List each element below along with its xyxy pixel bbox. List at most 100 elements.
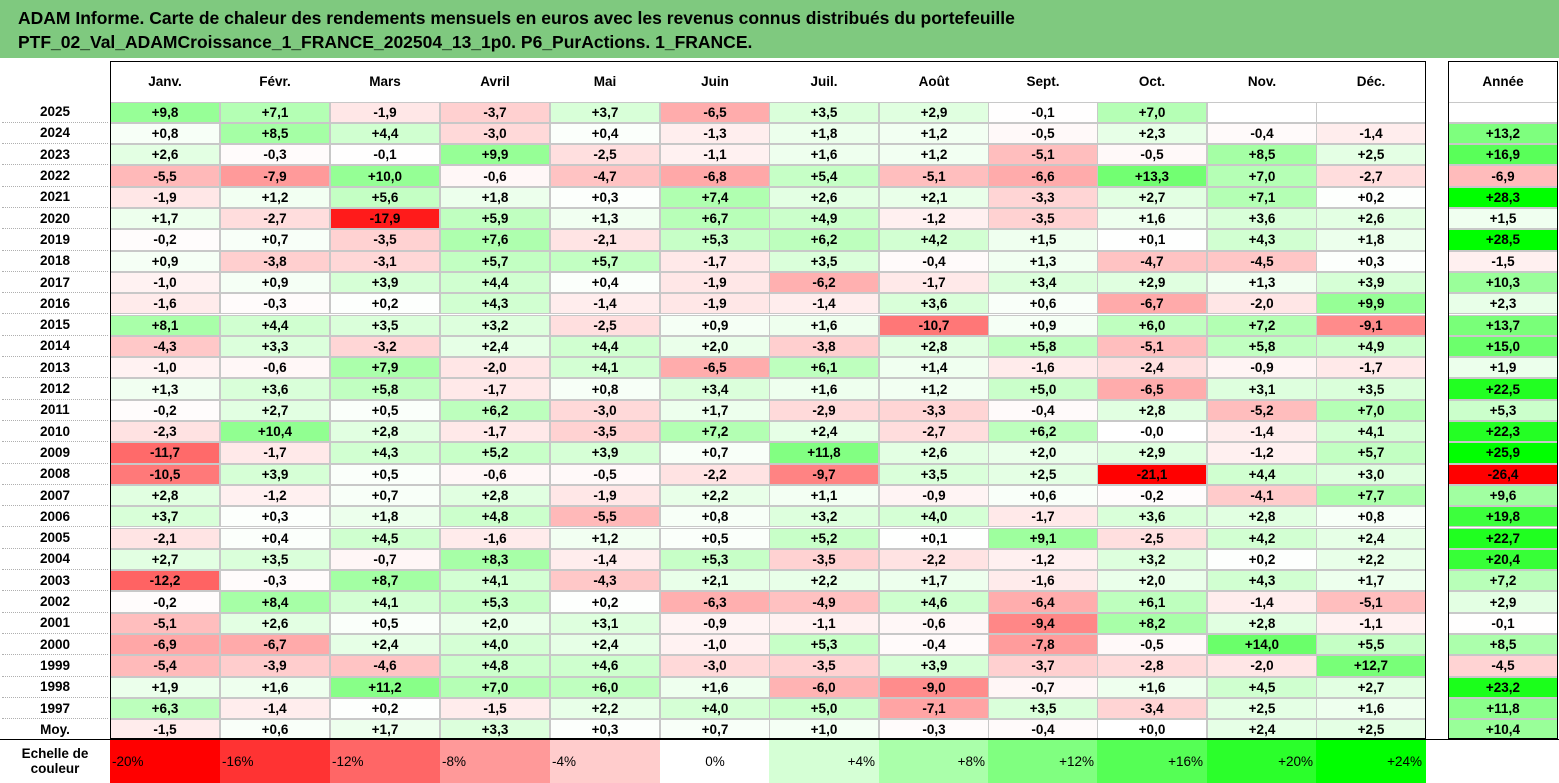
heatmap-cell: +7,2 [1207,314,1317,336]
heatmap-cell: +9,1 [988,527,1098,549]
heatmap-cell: +0,2 [1316,186,1426,208]
heatmap-cell: -4,7 [1097,250,1207,272]
heatmap-cell: +3,9 [879,655,989,677]
heatmap-cell: +2,1 [660,570,770,592]
heatmap-cell: -0,4 [879,250,989,272]
annual-cell: +28,3 [1448,186,1558,208]
heatmap-cell: +8,3 [440,548,550,571]
annual-cell: +10,4 [1448,719,1558,741]
heatmap-cell: +3,2 [1097,548,1207,571]
heatmap-cell: -1,3 [660,122,770,145]
heatmap-cell: +4,4 [220,314,330,336]
heatmap-cell: +2,9 [879,101,989,123]
heatmap-cell: +2,7 [110,548,220,571]
row-label: 2025 [2,101,108,123]
row-label: 2011 [2,399,108,421]
heatmap-cell: +0,4 [550,271,660,294]
annual-cell: +20,4 [1448,548,1558,571]
heatmap-cell: -21,1 [1097,463,1207,485]
row-label: 2004 [2,548,108,571]
annual-cell: -26,4 [1448,463,1558,485]
heatmap-cell: +4,4 [550,335,660,358]
heatmap-cell: +2,5 [1316,144,1426,166]
annual-cell: +2,3 [1448,293,1558,315]
heatmap-cell: +8,2 [1097,612,1207,634]
heatmap-cell: +0,4 [220,527,330,549]
heatmap-cell: -6,9 [110,634,220,656]
heatmap-cell: -0,4 [988,399,1098,421]
heatmap-cell: +0,9 [110,250,220,272]
heatmap-cell: -1,6 [988,570,1098,592]
heatmap-cell: -0,2 [1097,484,1207,507]
heatmap-cell: +2,8 [330,421,440,443]
heatmap-cell: +0,5 [330,612,440,634]
scale-swatch: 0% [660,739,770,783]
heatmap-cell: +6,3 [110,697,220,720]
heatmap-cell: -6,5 [660,101,770,123]
annual-header: Année [1448,61,1558,101]
heatmap-cell: +3,5 [220,548,330,571]
heatmap-cell: +3,6 [220,378,330,400]
heatmap-cell: +2,0 [988,442,1098,464]
scale-swatch: +12% [988,739,1098,783]
heatmap-cell: -4,7 [550,165,660,187]
title-line-1: ADAM Informe. Carte de chaleur des rende… [18,8,1015,28]
heatmap-cell: +8,5 [220,122,330,145]
heatmap-cell: +8,7 [330,570,440,592]
heatmap-cell: -5,1 [110,612,220,634]
heatmap-cell: -5,4 [110,655,220,677]
column-header: Févr. [220,61,330,101]
heatmap-cell: -1,7 [879,271,989,294]
heatmap-cell: +1,6 [769,144,879,166]
heatmap-cell: -4,6 [330,655,440,677]
heatmap-cell: -9,1 [1316,314,1426,336]
heatmap-cell: -0,6 [440,165,550,187]
heatmap-cell: -1,0 [660,634,770,656]
heatmap-cell: -0,0 [1097,421,1207,443]
heatmap-cell: -2,9 [769,399,879,421]
heatmap-cell: +0,3 [1316,250,1426,272]
heatmap-cell: -1,7 [660,250,770,272]
heatmap-cell: +1,9 [110,676,220,698]
heatmap-cell: +0,8 [550,378,660,400]
heatmap-cell: -1,6 [440,527,550,549]
heatmap-cell: -0,2 [110,399,220,421]
heatmap-cell: +5,5 [1316,634,1426,656]
heatmap-cell: -6,6 [988,165,1098,187]
heatmap-cell: +5,4 [769,165,879,187]
heatmap-cell: -5,1 [1316,591,1426,613]
heatmap-cell: -1,4 [1207,591,1317,613]
heatmap-cell: -5,2 [1207,399,1317,421]
heatmap-cell: +6,7 [660,208,770,230]
heatmap-cell: -2,0 [1207,293,1317,315]
heatmap-cell: -6,7 [220,634,330,656]
annual-cell: +7,2 [1448,570,1558,592]
heatmap-cell: +2,2 [1316,548,1426,571]
heatmap-cell: -3,5 [330,229,440,251]
heatmap-cell: -1,4 [769,293,879,315]
heatmap-cell: +2,7 [1316,676,1426,698]
row-label: 2013 [2,357,108,379]
heatmap-cell: -1,7 [988,506,1098,528]
heatmap-cell: +2,9 [1097,271,1207,294]
heatmap-cell: +3,5 [988,697,1098,720]
heatmap-cell: +2,2 [660,484,770,507]
heatmap-cell: +3,5 [330,314,440,336]
heatmap-cell: +5,0 [769,697,879,720]
heatmap-cell: +0,4 [550,122,660,145]
heatmap-cell: -2,5 [1097,527,1207,549]
heatmap-cell: +4,5 [330,527,440,549]
heatmap-cell: +12,7 [1316,655,1426,677]
heatmap-cell: +3,5 [1316,378,1426,400]
row-label: 2000 [2,634,108,656]
heatmap-cell: +4,6 [550,655,660,677]
heatmap-cell: +3,3 [220,335,330,358]
heatmap-cell: +0,0 [1097,719,1207,741]
heatmap-cell: +5,7 [440,250,550,272]
heatmap-cell: -1,4 [550,548,660,571]
heatmap-cell: +0,5 [660,527,770,549]
heatmap-cell: +7,0 [1097,101,1207,123]
heatmap-cell: +4,8 [440,655,550,677]
heatmap-cell: +1,7 [110,208,220,230]
heatmap-cell: -1,1 [660,144,770,166]
